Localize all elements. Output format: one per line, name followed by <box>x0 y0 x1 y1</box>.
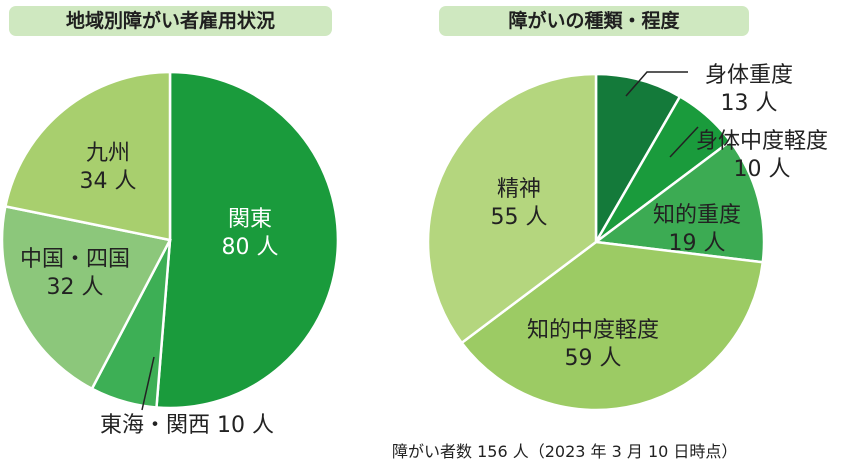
slice-value-label: 32 人 <box>47 275 104 300</box>
pie-slice <box>426 72 598 345</box>
pie-chart-0: 関東 80 人東海・関西 10 人 中国・四国 32 人 九州 34 人 <box>0 70 340 438</box>
slice-label: 中国・四国 32 人 <box>20 247 130 300</box>
slice-name: 東海・関西 10 人 <box>100 413 274 438</box>
leader-line <box>669 126 699 158</box>
slice-label: 知的中度軽度 59 人 <box>527 318 659 371</box>
slice-name: 身体中度軽度 <box>696 129 828 154</box>
slice-value-label: 34 人 <box>80 169 137 194</box>
pie-slice <box>592 139 766 264</box>
slice-value-label: 59 人 <box>565 346 622 371</box>
slice-name: 知的中度軽度 <box>527 318 659 343</box>
slice-value-label: 10 人 <box>734 157 791 182</box>
chart-title-disability-type: 障がいの種類・程度 <box>439 6 749 36</box>
slice-name: 関東 <box>228 207 272 232</box>
slice-name: 精神 <box>497 177 541 202</box>
slice-label: 身体中度軽度 10 人 <box>696 129 828 182</box>
leader-line <box>625 71 688 97</box>
chart-title-region: 地域別障がい者雇用状況 <box>9 6 332 36</box>
footnote: 障がい者数 156 人（2023 年 3 月 10 日時点） <box>392 442 738 461</box>
slice-label: 身体重度 13 人 <box>705 63 793 116</box>
slice-name: 中国・四国 <box>20 247 130 272</box>
leader-line <box>141 356 155 411</box>
pie-slice <box>3 70 172 242</box>
pie-slice <box>155 70 340 410</box>
slice-value-label: 80 人 <box>222 235 279 260</box>
pie-slice <box>459 240 765 412</box>
pie-slice <box>0 204 172 391</box>
slice-name: 身体重度 <box>705 63 793 88</box>
slice-value-label: 13 人 <box>721 91 778 116</box>
slice-label: 東海・関西 10 人 <box>100 413 274 438</box>
slice-label: 精神 55 人 <box>491 177 548 230</box>
slice-label: 関東 80 人 <box>222 207 279 260</box>
slice-name: 九州 <box>86 141 130 166</box>
slice-label: 九州 34 人 <box>80 141 137 194</box>
slice-value-label: 19 人 <box>669 231 726 256</box>
slice-label: 知的重度 19 人 <box>653 203 741 256</box>
slice-name: 知的重度 <box>653 203 741 228</box>
slice-value-label: 55 人 <box>491 205 548 230</box>
